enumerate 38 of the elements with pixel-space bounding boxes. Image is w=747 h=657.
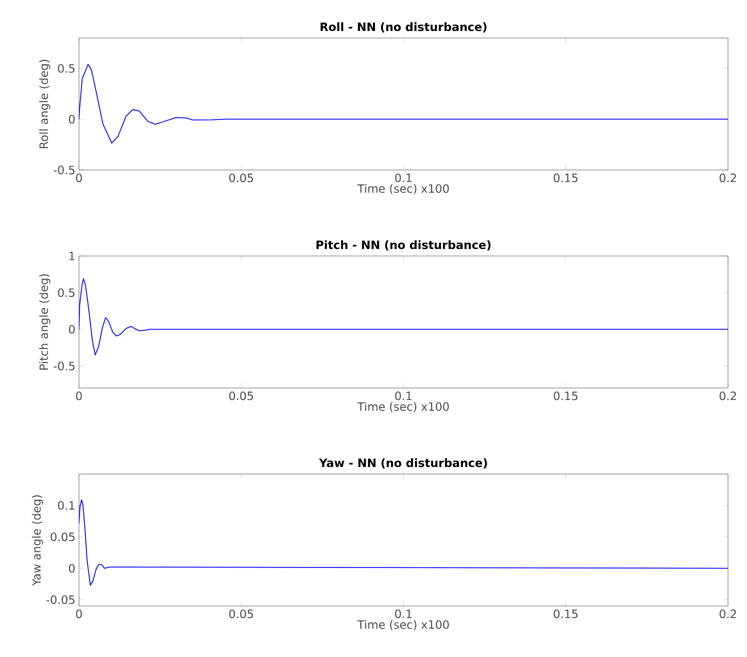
- x-tick-label: 0.1: [395, 610, 412, 618]
- y-tick-label: 0: [68, 325, 75, 334]
- y-tick-label: -0.5: [54, 166, 74, 174]
- x-axis-title: Time (sec) x100: [357, 620, 449, 630]
- x-tick-label: 0: [76, 392, 82, 400]
- y-axis-title: Pitch angle (deg): [39, 274, 50, 370]
- y-tick-label: 0.5: [58, 64, 74, 73]
- x-tick-label: 0: [76, 174, 82, 182]
- x-tick-label: 0.2: [720, 610, 736, 618]
- x-tick-label: 0.15: [554, 392, 578, 400]
- y-axis-title: Yaw angle (deg): [32, 495, 43, 586]
- chart-title: Pitch - NN (no disturbance): [316, 240, 491, 251]
- y-tick-label: -0.05: [46, 595, 74, 604]
- x-tick-label: 0.15: [554, 610, 578, 618]
- chart-title: Yaw - NN (no disturbance): [318, 458, 487, 469]
- x-tick-label: 0.2: [720, 174, 736, 182]
- x-axis-title: Time (sec) x100: [357, 402, 449, 412]
- y-tick-label: 0: [68, 114, 75, 124]
- x-tick-label: 0.05: [229, 610, 253, 618]
- x-tick-label: 0.05: [229, 174, 253, 182]
- x-tick-label: 0.1: [395, 174, 412, 182]
- x-tick-label: 0.2: [720, 392, 736, 400]
- y-tick-label: 0: [68, 564, 75, 573]
- y-tick-label: -0.5: [54, 362, 74, 370]
- x-tick-label: 0: [76, 610, 82, 618]
- x-tick-label: 0.05: [229, 392, 253, 400]
- x-axis-title: Time (sec) x100: [357, 184, 449, 194]
- y-axis-title: Roll angle (deg): [39, 60, 50, 148]
- line-series: [79, 499, 728, 586]
- x-tick-label: 0.1: [395, 392, 412, 400]
- y-tick-label: 0.1: [58, 501, 74, 510]
- y-tick-label: 0.5: [58, 288, 74, 297]
- y-tick-label: 1: [69, 252, 74, 260]
- chart-title: Roll - NN (no disturbance): [320, 22, 486, 33]
- y-tick-label: 0.05: [50, 532, 74, 542]
- line-series: [79, 64, 728, 144]
- x-tick-label: 0.15: [554, 174, 578, 182]
- line-series: [79, 278, 728, 356]
